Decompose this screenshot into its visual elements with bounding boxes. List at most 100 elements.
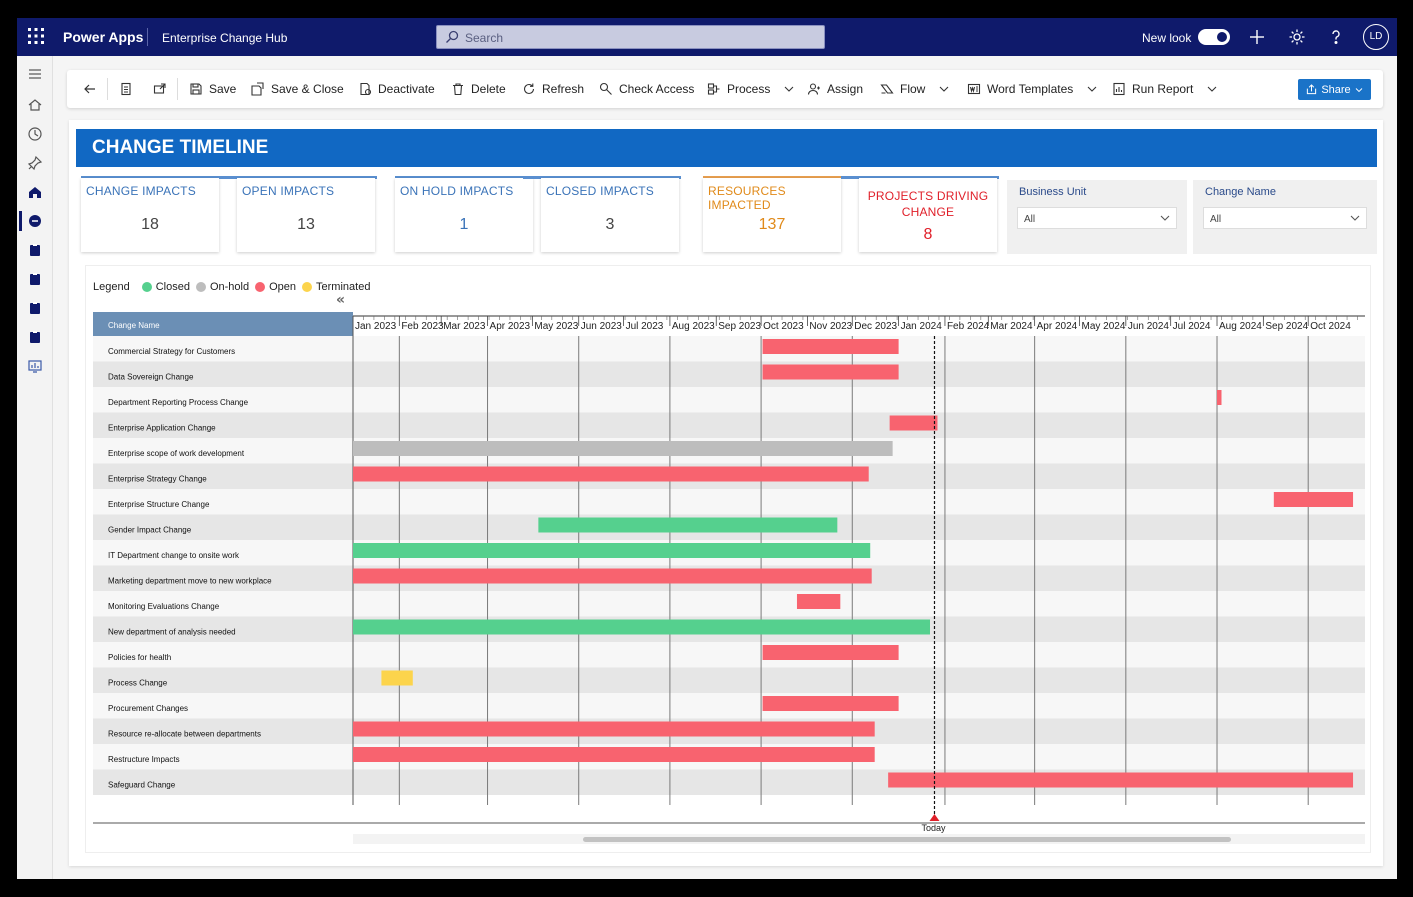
deactivate-icon: [360, 82, 372, 96]
back-button[interactable]: [83, 82, 97, 96]
run-report-label: Run Report: [1132, 82, 1194, 96]
deactivate-button[interactable]: Deactivate: [358, 82, 435, 96]
save-button[interactable]: Save: [189, 82, 236, 96]
clipboard-icon[interactable]: [27, 329, 43, 345]
collapse-icon[interactable]: «: [336, 292, 345, 308]
share-icon: [1307, 84, 1317, 95]
kpi-label: PROJECTS DRIVING CHANGE: [867, 189, 989, 219]
process-button[interactable]: Process: [707, 82, 794, 96]
clipboard-icon[interactable]: [27, 271, 43, 287]
gantt-bar: [353, 721, 875, 737]
kpi-label: OPEN IMPACTS: [242, 184, 335, 198]
word-templates-button[interactable]: Word Templates: [967, 82, 1097, 96]
chevron-down-icon: [1207, 86, 1217, 92]
clipboard-icon[interactable]: [27, 242, 43, 258]
kpi-value: 3: [605, 216, 615, 233]
chevron-down-icon: [1355, 87, 1362, 92]
today-label: Today: [921, 823, 946, 833]
pin-icon[interactable]: [27, 155, 43, 171]
table-row: [93, 387, 1365, 413]
save-icon: [190, 83, 202, 95]
app-launcher-icon[interactable]: [27, 27, 45, 45]
avatar[interactable]: LD: [1363, 24, 1389, 50]
new-look-toggle[interactable]: [1198, 29, 1230, 45]
row-name: Marketing department move to new workpla…: [108, 577, 272, 586]
month-label: Sep 2024: [1265, 321, 1308, 332]
kpi-value: 8: [923, 226, 933, 243]
refresh-button[interactable]: Refresh: [522, 82, 584, 96]
gantt-bar: [889, 415, 938, 431]
month-label: May 2024: [1081, 321, 1125, 332]
legend-dot-terminated: [302, 282, 313, 292]
clipboard-icon[interactable]: [27, 300, 43, 316]
form-view-button[interactable]: [119, 82, 133, 96]
gantt-bar: [381, 670, 413, 686]
month-label: Oct 2023: [763, 321, 804, 332]
gantt-bar: [762, 339, 899, 354]
process-icon: [707, 83, 720, 95]
chevron-down-icon: [1087, 86, 1097, 92]
flow-button[interactable]: Flow: [880, 82, 949, 96]
kpi-value: 18: [141, 216, 159, 233]
recent-icon[interactable]: [27, 126, 43, 142]
report-icon[interactable]: [27, 358, 43, 374]
dashboard-home-icon[interactable]: [27, 184, 43, 200]
report-icon: [1113, 82, 1125, 96]
legend-dot-open: [255, 282, 266, 292]
timeline-icon[interactable]: [27, 213, 43, 229]
app-window: Power Apps Enterprise Change Hub Search …: [17, 18, 1397, 879]
open-new-window-button[interactable]: [153, 82, 167, 96]
trash-icon: [453, 83, 463, 96]
help-icon[interactable]: [1326, 27, 1346, 47]
change-name-select[interactable]: All: [1203, 207, 1367, 229]
gantt-bar: [538, 517, 838, 533]
row-name: Enterprise Application Change: [108, 424, 216, 433]
month-label: Nov 2023: [809, 321, 852, 332]
kpi-accent-bar: [219, 176, 377, 179]
change-name-column-header[interactable]: Change Name: [93, 312, 353, 336]
business-unit-filter: Business Unit All: [1007, 180, 1187, 254]
month-label: Jun 2024: [1128, 321, 1170, 332]
assign-button[interactable]: Assign: [807, 82, 863, 96]
gantt-chart: Legend Closed On-hold Open Terminated Ch…: [85, 265, 1371, 853]
table-row: [93, 412, 1365, 438]
month-label: Aug 2023: [672, 321, 715, 332]
kpi-card: CLOSED IMPACTS 3: [541, 178, 679, 252]
run-report-button[interactable]: Run Report: [1112, 82, 1217, 96]
gantt-bar: [796, 594, 841, 609]
plus-icon[interactable]: [1247, 27, 1267, 47]
hamburger-icon[interactable]: [27, 66, 43, 82]
kpi-label: RESOURCES IMPACTED: [708, 184, 786, 212]
row-name: Safeguard Change: [108, 781, 176, 790]
home-icon[interactable]: [27, 97, 43, 113]
gantt-bar: [353, 543, 871, 558]
kpi-accent-bar: [81, 176, 221, 179]
delete-button[interactable]: Delete: [451, 82, 506, 96]
search-input[interactable]: Search: [436, 25, 825, 49]
search-placeholder: Search: [465, 31, 504, 45]
month-label: Apr 2024: [1037, 321, 1078, 332]
chevron-down-icon: [1160, 215, 1170, 221]
month-label: Jan 2024: [901, 321, 943, 332]
gantt-bar: [762, 645, 899, 660]
month-label: Aug 2024: [1219, 321, 1262, 332]
month-label: May 2023: [534, 321, 578, 332]
word-template-icon: [967, 83, 981, 95]
gantt-bar: [353, 747, 875, 762]
business-unit-select[interactable]: All: [1017, 207, 1177, 229]
gear-icon[interactable]: [1287, 27, 1307, 47]
back-arrow-icon: [84, 84, 95, 94]
save-close-button[interactable]: Save & Close: [251, 82, 344, 96]
word-templates-label: Word Templates: [987, 82, 1074, 96]
scrollbar-thumb[interactable]: [583, 837, 1231, 842]
row-name: Policies for health: [108, 653, 171, 662]
share-button[interactable]: Share: [1298, 79, 1371, 100]
legend-label-closed: Closed: [155, 281, 190, 293]
divider: [147, 28, 148, 46]
month-label: Sep 2023: [718, 321, 761, 332]
hub-name[interactable]: Enterprise Change Hub: [162, 31, 288, 45]
assign-label: Assign: [827, 82, 864, 96]
process-label: Process: [727, 82, 771, 96]
app-name[interactable]: Power Apps: [63, 29, 144, 45]
check-access-button[interactable]: Check Access: [599, 82, 694, 96]
